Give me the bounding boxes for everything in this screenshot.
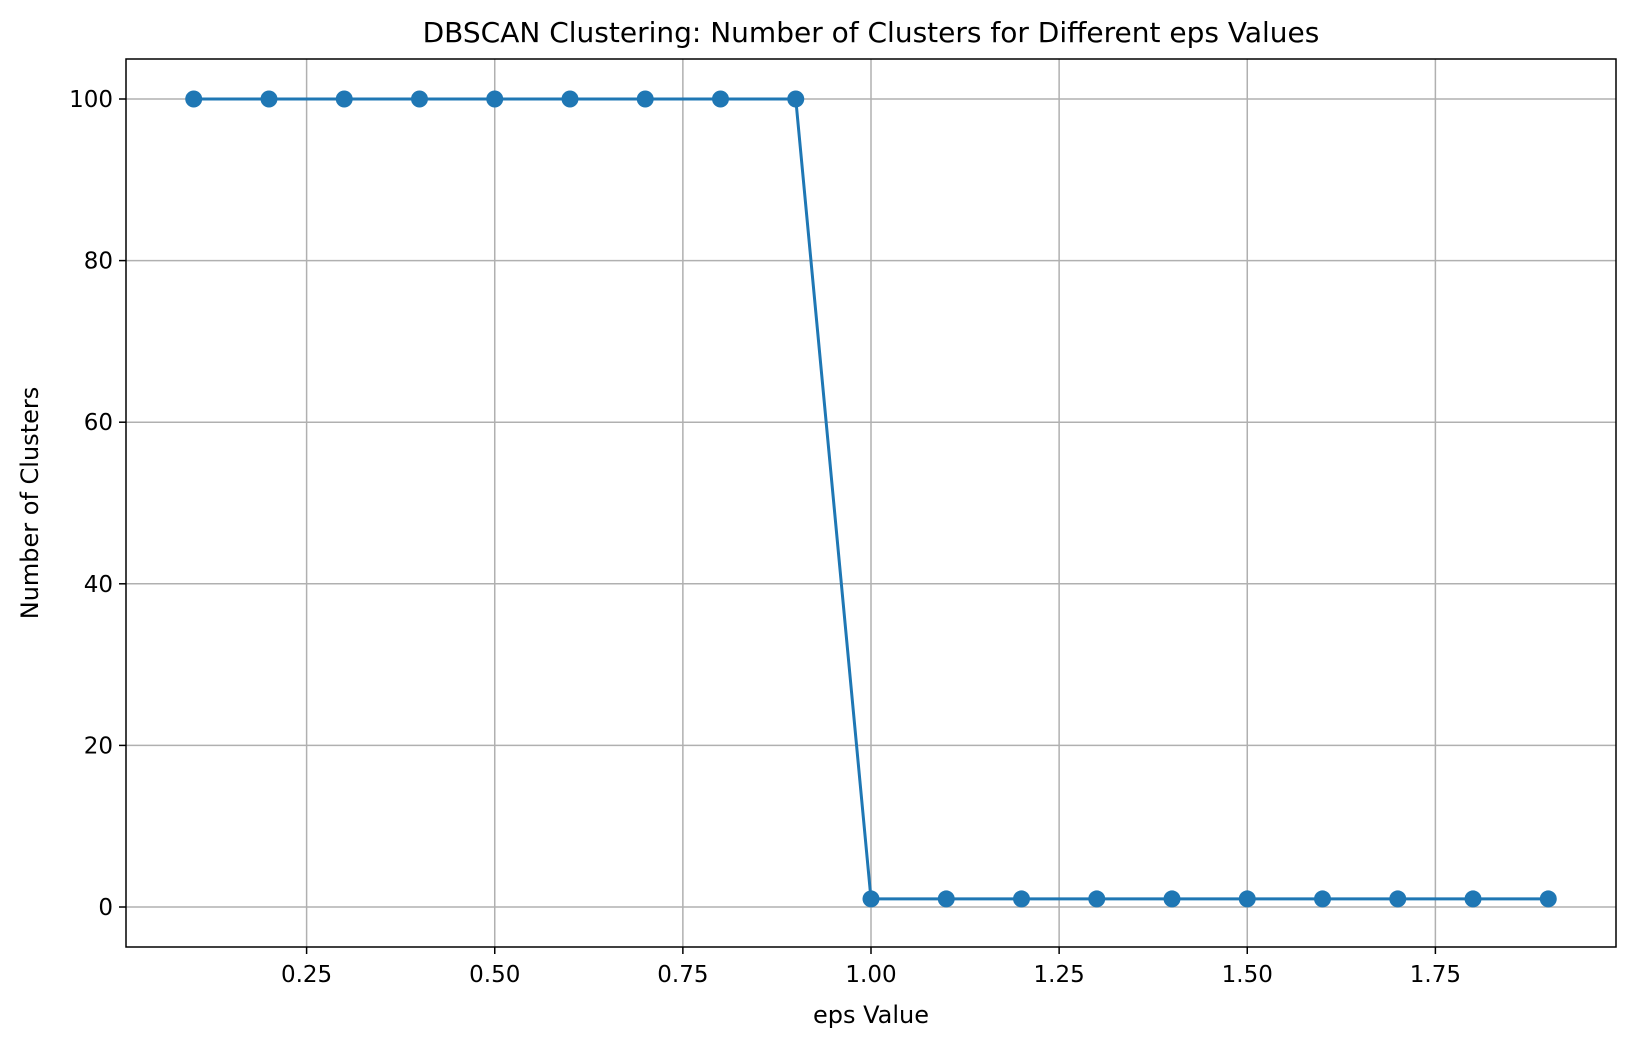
data-point xyxy=(185,90,203,108)
x-tick-label: 1.00 xyxy=(845,962,896,988)
data-point xyxy=(335,90,353,108)
data-point xyxy=(1163,890,1181,908)
data-point xyxy=(1314,890,1332,908)
data-point xyxy=(260,90,278,108)
data-point xyxy=(1539,890,1557,908)
y-tick-label: 40 xyxy=(84,572,113,598)
x-axis: 0.25 0.50 0.75 1.00 1.25 1.50 1.75 xyxy=(281,947,1461,988)
data-point xyxy=(862,890,880,908)
y-tick-label: 0 xyxy=(98,895,113,921)
x-tick-label: 0.25 xyxy=(281,962,332,988)
data-point xyxy=(711,90,729,108)
data-point xyxy=(486,90,504,108)
data-point xyxy=(636,90,654,108)
data-point xyxy=(1088,890,1106,908)
data-point xyxy=(937,890,955,908)
data-point xyxy=(1389,890,1407,908)
y-tick-label: 60 xyxy=(84,410,113,436)
data-point xyxy=(1464,890,1482,908)
x-axis-label: eps Value xyxy=(813,1001,929,1029)
x-tick-label: 1.50 xyxy=(1222,962,1273,988)
y-axis: 0 20 40 60 80 100 xyxy=(69,87,126,921)
series-layer xyxy=(185,90,1557,908)
x-tick-label: 1.25 xyxy=(1034,962,1085,988)
data-point xyxy=(561,90,579,108)
grid xyxy=(126,59,1616,947)
chart-title: DBSCAN Clustering: Number of Clusters fo… xyxy=(423,16,1320,49)
data-point xyxy=(1013,890,1031,908)
x-tick-label: 1.75 xyxy=(1410,962,1461,988)
data-point xyxy=(787,90,805,108)
y-tick-label: 100 xyxy=(69,87,113,113)
x-tick-label: 0.75 xyxy=(657,962,708,988)
y-tick-label: 20 xyxy=(84,733,113,759)
data-point xyxy=(410,90,428,108)
data-point xyxy=(1238,890,1256,908)
x-tick-label: 0.50 xyxy=(469,962,520,988)
y-axis-label: Number of Clusters xyxy=(16,387,44,620)
y-tick-label: 80 xyxy=(84,249,113,275)
